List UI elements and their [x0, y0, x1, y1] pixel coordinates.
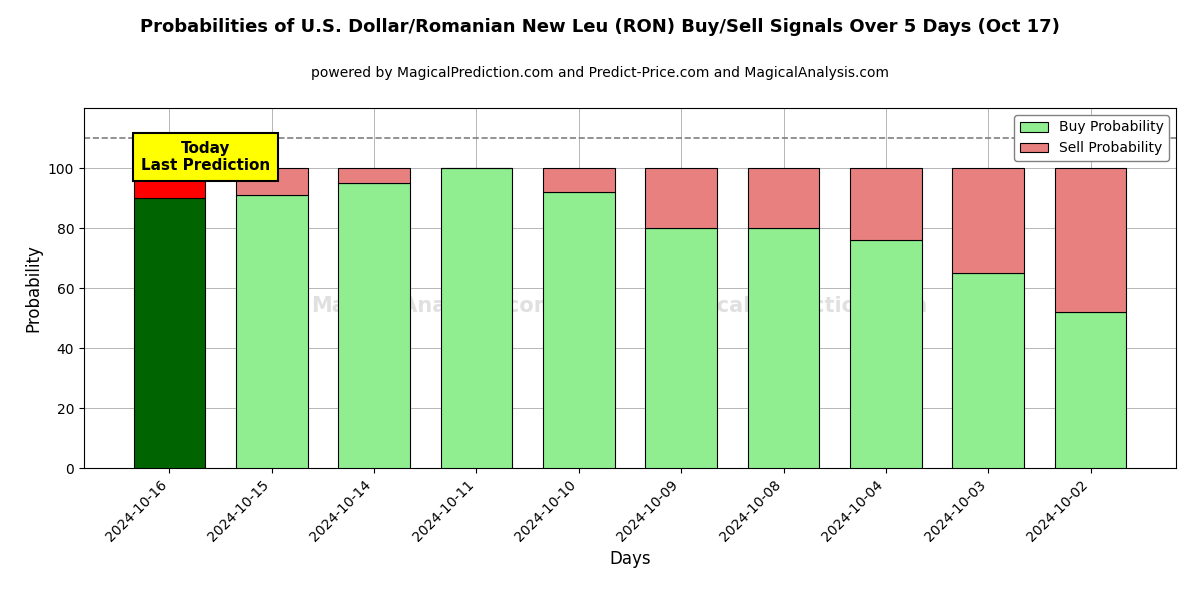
Text: Probabilities of U.S. Dollar/Romanian New Leu (RON) Buy/Sell Signals Over 5 Days: Probabilities of U.S. Dollar/Romanian Ne… [140, 18, 1060, 36]
Bar [953, 273, 1024, 468]
X-axis label: Days: Days [610, 550, 650, 568]
Bar [440, 168, 512, 468]
Bar [133, 198, 205, 468]
Bar [850, 168, 922, 240]
Bar [544, 192, 614, 468]
Bar [544, 168, 614, 192]
Text: MagicalAnalysis.com: MagicalAnalysis.com [311, 296, 556, 316]
Bar [133, 168, 205, 198]
Bar [1055, 168, 1127, 312]
Bar [1055, 312, 1127, 468]
Bar [338, 183, 410, 468]
Bar [850, 240, 922, 468]
Bar [646, 228, 716, 468]
Bar [748, 168, 820, 228]
Text: MagicalPrediction.com: MagicalPrediction.com [660, 296, 928, 316]
Y-axis label: Probability: Probability [24, 244, 42, 332]
Text: Today
Last Prediction: Today Last Prediction [140, 141, 270, 173]
Legend: Buy Probability, Sell Probability: Buy Probability, Sell Probability [1014, 115, 1169, 161]
Bar [236, 195, 307, 468]
Bar [338, 168, 410, 183]
Text: powered by MagicalPrediction.com and Predict-Price.com and MagicalAnalysis.com: powered by MagicalPrediction.com and Pre… [311, 66, 889, 80]
Bar [236, 168, 307, 195]
Bar [646, 168, 716, 228]
Bar [748, 228, 820, 468]
Bar [953, 168, 1024, 273]
